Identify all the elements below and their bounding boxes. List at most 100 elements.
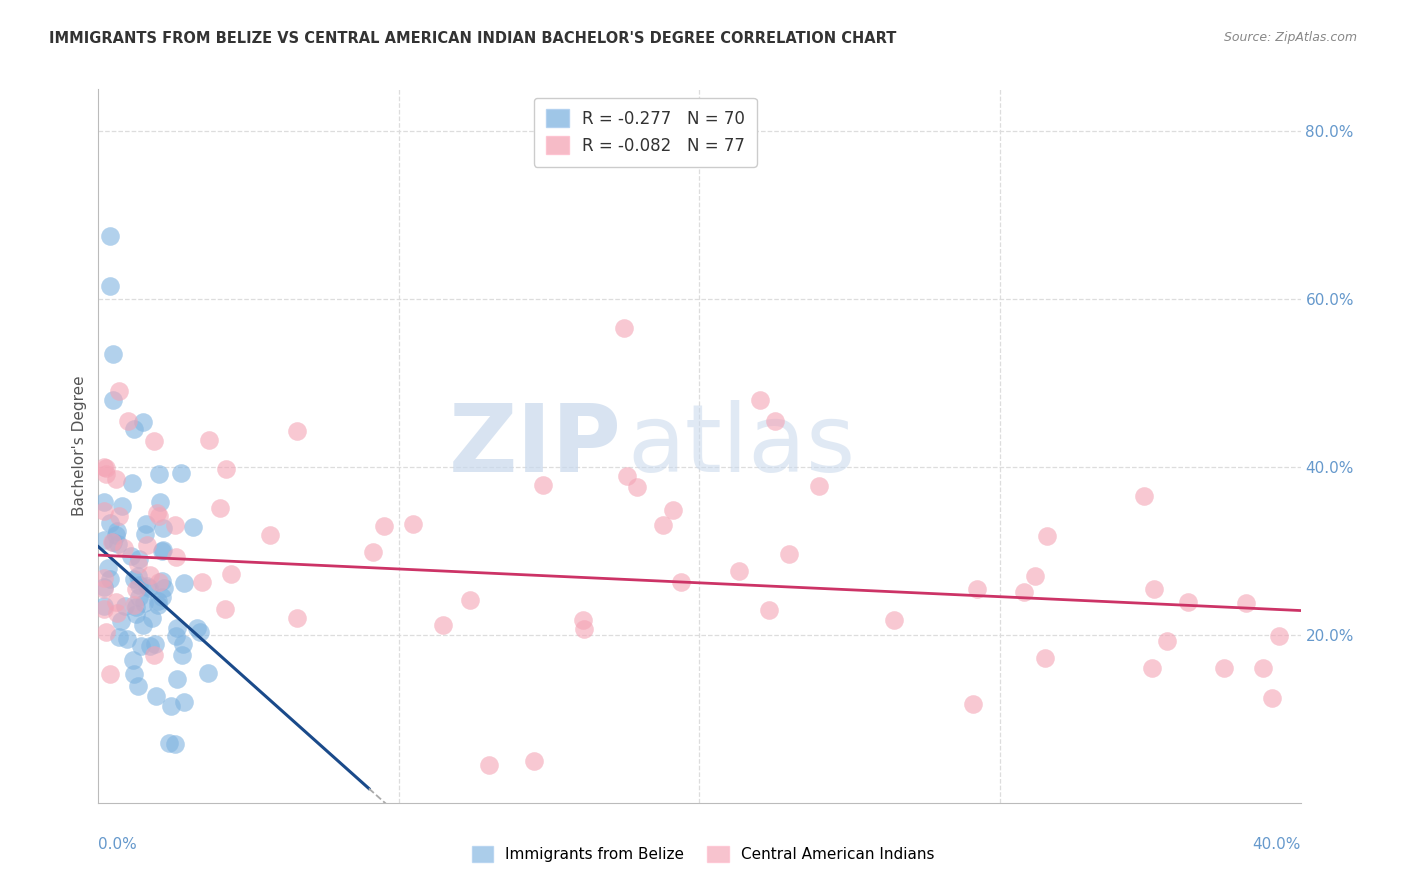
Point bbox=[613, 321, 636, 335]
Point bbox=[215, 462, 238, 476]
Point bbox=[808, 479, 831, 493]
Point bbox=[166, 672, 188, 686]
Point bbox=[93, 504, 115, 518]
Legend: Immigrants from Belize, Central American Indians: Immigrants from Belize, Central American… bbox=[465, 840, 941, 868]
Point bbox=[160, 698, 183, 713]
Point bbox=[662, 502, 685, 516]
Point bbox=[100, 279, 122, 293]
Point bbox=[478, 758, 501, 772]
Point bbox=[101, 535, 124, 549]
Point bbox=[93, 602, 115, 616]
Point bbox=[163, 737, 186, 751]
Point bbox=[135, 516, 157, 531]
Point bbox=[157, 736, 180, 750]
Point bbox=[197, 666, 219, 681]
Point bbox=[150, 574, 173, 589]
Point bbox=[219, 566, 242, 581]
Point bbox=[127, 557, 149, 571]
Point bbox=[143, 434, 166, 448]
Point bbox=[181, 520, 204, 534]
Point bbox=[758, 602, 780, 616]
Point bbox=[107, 508, 129, 523]
Point bbox=[129, 639, 152, 653]
Point bbox=[97, 561, 120, 575]
Point bbox=[94, 461, 117, 475]
Point bbox=[117, 414, 139, 428]
Point bbox=[1261, 690, 1284, 705]
Point bbox=[285, 424, 308, 438]
Point bbox=[105, 607, 128, 621]
Point bbox=[197, 433, 219, 447]
Point bbox=[94, 467, 117, 482]
Point bbox=[152, 520, 174, 534]
Point bbox=[1143, 582, 1166, 596]
Point bbox=[143, 637, 166, 651]
Point bbox=[172, 637, 194, 651]
Point bbox=[114, 599, 136, 614]
Point bbox=[523, 754, 546, 768]
Point bbox=[93, 599, 115, 614]
Point bbox=[105, 524, 128, 538]
Point bbox=[136, 538, 159, 552]
Point bbox=[165, 629, 187, 643]
Point bbox=[98, 516, 121, 530]
Point bbox=[143, 648, 166, 662]
Point bbox=[121, 475, 143, 490]
Point bbox=[402, 516, 425, 531]
Point bbox=[170, 648, 193, 662]
Point bbox=[148, 467, 170, 481]
Point bbox=[124, 422, 146, 436]
Point bbox=[132, 617, 155, 632]
Point bbox=[148, 574, 170, 589]
Point bbox=[778, 547, 800, 561]
Point bbox=[1024, 569, 1046, 583]
Point bbox=[93, 494, 115, 508]
Point bbox=[214, 602, 236, 616]
Text: Source: ZipAtlas.com: Source: ZipAtlas.com bbox=[1223, 31, 1357, 45]
Point bbox=[134, 526, 156, 541]
Point bbox=[1268, 629, 1291, 643]
Point bbox=[103, 392, 125, 407]
Point bbox=[186, 621, 208, 635]
Point bbox=[149, 495, 172, 509]
Point bbox=[616, 468, 638, 483]
Point bbox=[1014, 585, 1036, 599]
Point bbox=[125, 582, 148, 596]
Text: atlas: atlas bbox=[627, 400, 856, 492]
Point bbox=[165, 517, 187, 532]
Point bbox=[1177, 595, 1199, 609]
Point bbox=[122, 599, 145, 613]
Point bbox=[93, 582, 115, 596]
Text: 0.0%: 0.0% bbox=[98, 837, 138, 852]
Point bbox=[1035, 529, 1057, 543]
Point bbox=[1133, 489, 1156, 503]
Point bbox=[962, 697, 984, 711]
Point bbox=[124, 607, 146, 621]
Point bbox=[166, 621, 188, 635]
Point bbox=[1140, 661, 1163, 675]
Point bbox=[103, 346, 125, 360]
Point bbox=[125, 599, 148, 614]
Point bbox=[124, 667, 146, 681]
Point bbox=[138, 568, 160, 582]
Point bbox=[763, 414, 786, 428]
Point bbox=[108, 630, 131, 644]
Point bbox=[107, 537, 129, 551]
Point bbox=[361, 544, 384, 558]
Point bbox=[728, 564, 751, 578]
Point bbox=[93, 580, 115, 594]
Point bbox=[98, 572, 121, 586]
Point bbox=[141, 611, 163, 625]
Point bbox=[117, 632, 139, 646]
Legend: R = -0.277   N = 70, R = -0.082   N = 77: R = -0.277 N = 70, R = -0.082 N = 77 bbox=[534, 97, 756, 167]
Point bbox=[966, 582, 988, 596]
Point bbox=[128, 591, 150, 605]
Point bbox=[146, 594, 169, 608]
Point bbox=[146, 506, 169, 520]
Point bbox=[124, 572, 146, 586]
Text: ZIP: ZIP bbox=[449, 400, 621, 492]
Point bbox=[128, 551, 150, 566]
Point bbox=[259, 528, 281, 542]
Point bbox=[173, 695, 195, 709]
Point bbox=[101, 535, 124, 549]
